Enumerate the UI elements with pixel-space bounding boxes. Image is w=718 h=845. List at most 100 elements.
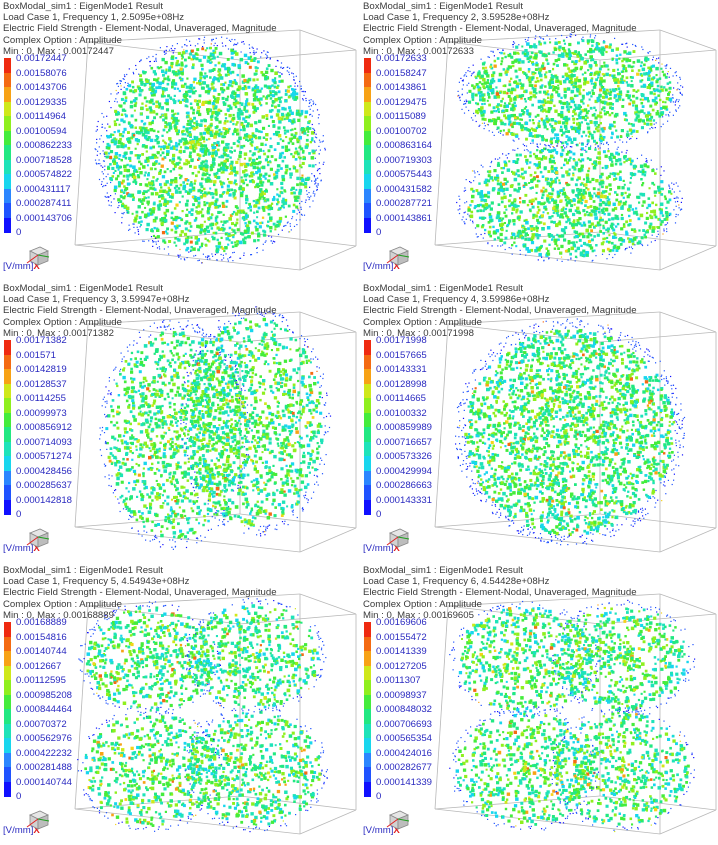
legend-value: 0.000287411 (16, 198, 72, 209)
min-max: Min : 0, Max : 0.00168889 (3, 609, 114, 621)
legend-swatch (4, 398, 11, 413)
load-case: Load Case 1, Frequency 1, 2.5095e+08Hz (3, 12, 185, 24)
units-label: [V/mm]X (3, 825, 40, 836)
result-title: BoxModal_sim1 : EigenMode1 Result (363, 1, 523, 12)
legend-value: 0.00099973 (16, 407, 67, 419)
legend-swatch (364, 72, 371, 88)
legend-swatch (4, 485, 11, 500)
legend-value: 0.00171382 (16, 335, 67, 346)
result-panel-3[interactable]: BoxModal_sim1 : EigenMode1 Result Load C… (0, 282, 358, 563)
legend-value: 0.000428456 (16, 465, 73, 477)
legend-value: 0 (376, 509, 382, 520)
view-triad-icon[interactable] (384, 523, 410, 549)
legend-swatch (4, 203, 11, 218)
field-plot-4[interactable] (360, 282, 718, 563)
legend-swatch (364, 636, 371, 652)
axis-x-label: X (393, 261, 400, 272)
min-max: Min : 0, Max : 0.00169605 (363, 609, 474, 621)
field-plot-6[interactable] (360, 564, 718, 845)
legend-value: 0.000429994 (376, 465, 433, 477)
legend-value: 0.000575443 (376, 169, 433, 180)
result-panel-2[interactable]: BoxModal_sim1 : EigenMode1 Result Load C… (360, 0, 718, 281)
legend-value: 0 (16, 509, 22, 520)
legend-value: 0.00114964 (16, 111, 66, 122)
legend-swatch (4, 622, 11, 637)
panel-header-6: BoxModal_sim1 : EigenMode1 Result Load C… (363, 565, 637, 621)
legend-swatch (4, 470, 11, 486)
legend-swatch (364, 499, 371, 515)
color-legend-6: 0.00169606 0.00155472 0.00141339 0.00127205… (364, 617, 456, 807)
legend-value: 0.000143331 (376, 494, 433, 506)
color-legend-5: 0.00168889 0.00154816 0.00140744 0.0012667 0… (4, 617, 96, 807)
legend-swatch (364, 723, 371, 739)
legend-swatch (364, 369, 371, 384)
axis-x-label: X (33, 543, 40, 554)
units-text: [V/mm] (3, 825, 34, 836)
legend-value: 0.000286663 (376, 480, 433, 491)
legend-swatch (4, 340, 11, 355)
legend-value: 0.00172633 (376, 53, 427, 64)
legend-swatch (4, 412, 11, 428)
legend-swatch (364, 651, 371, 666)
field-plot-5[interactable] (0, 564, 358, 845)
result-panel-5[interactable]: BoxModal_sim1 : EigenMode1 Result Load C… (0, 564, 358, 845)
view-triad-icon[interactable] (384, 805, 410, 831)
units-text: [V/mm] (363, 543, 394, 554)
legend-swatch (4, 752, 11, 768)
legend-swatch (364, 752, 371, 768)
view-triad-icon[interactable] (24, 523, 50, 549)
legend-value: 0.00129475 (376, 96, 427, 108)
legend-swatch (364, 441, 371, 457)
legend-swatch (4, 383, 11, 399)
legend-swatch (4, 636, 11, 652)
view-triad-icon[interactable] (24, 805, 50, 831)
legend-value: 0.00142819 (16, 364, 67, 375)
legend-value: 0.0012667 (16, 660, 62, 672)
load-case: Load Case 1, Frequency 6, 4.54428e+08Hz (363, 576, 550, 588)
legend-swatch (4, 441, 11, 457)
result-panel-6[interactable]: BoxModal_sim1 : EigenMode1 Result Load C… (360, 564, 718, 845)
legend-swatch (364, 665, 371, 681)
legend-value: 0.00100702 (376, 125, 427, 137)
result-panel-1[interactable]: BoxModal_sim1 : EigenMode1 Result Load C… (0, 0, 358, 281)
units-label: [V/mm]X (363, 261, 400, 272)
legend-swatch (364, 427, 371, 442)
field-plot-3[interactable] (0, 282, 358, 563)
legend-value: 0.00100594 (16, 125, 67, 137)
load-case: Load Case 1, Frequency 4, 3.59986e+08Hz (363, 294, 550, 306)
legend-value: 0.000862233 (16, 140, 73, 151)
legend-swatch (4, 767, 11, 782)
field-plot-2[interactable] (360, 0, 718, 281)
legend-value: 0.00168889 (16, 617, 67, 628)
legend-swatch (4, 709, 11, 724)
legend-swatch (364, 145, 371, 160)
legend-swatch (4, 738, 11, 753)
legend-swatch (364, 116, 371, 131)
color-legend-4: 0.00171998 0.00157665 0.00143331 0.00128998… (364, 335, 456, 525)
legend-swatch (364, 709, 371, 724)
units-text: [V/mm] (363, 825, 394, 836)
legend-value: 0 (16, 227, 22, 238)
result-title: BoxModal_sim1 : EigenMode1 Result (3, 565, 163, 576)
legend-value: 0.000571274 (16, 451, 73, 462)
legend-swatch (4, 427, 11, 442)
legend-value: 0.00070372 (16, 718, 67, 730)
legend-value: 0.000285637 (16, 480, 73, 491)
legend-value: 0.00127205 (376, 660, 427, 672)
legend-swatch (364, 398, 371, 413)
result-panel-4[interactable]: BoxModal_sim1 : EigenMode1 Result Load C… (360, 282, 718, 563)
legend-value: 0.000143861 (376, 212, 433, 224)
view-triad-icon[interactable] (24, 241, 50, 267)
complex-option: Complex Option : Amplitude (363, 34, 482, 46)
legend-swatch (4, 130, 11, 146)
legend-value: 0.00154816 (16, 631, 67, 643)
legend-swatch (364, 340, 371, 355)
view-triad-icon[interactable] (384, 241, 410, 267)
legend-value: 0.00158247 (376, 67, 427, 79)
field-description: Electric Field Strength - Element-Nodal,… (363, 587, 637, 599)
units-text: [V/mm] (363, 261, 394, 272)
field-plot-1[interactable] (0, 0, 358, 281)
units-text: [V/mm] (3, 261, 34, 272)
axis-x-label: X (33, 261, 40, 272)
